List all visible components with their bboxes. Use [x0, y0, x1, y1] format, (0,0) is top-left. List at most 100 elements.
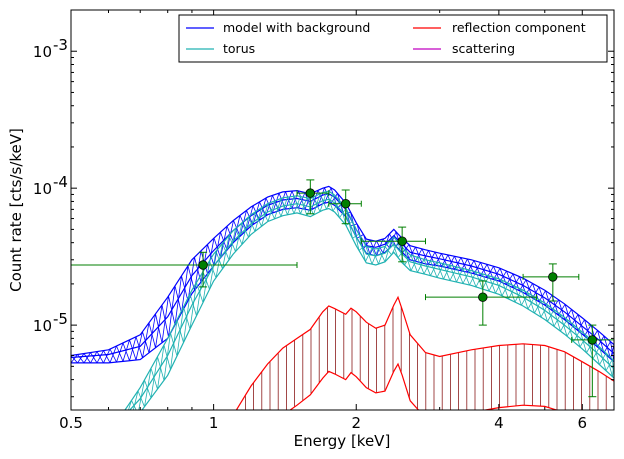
hatch-torus [534, 300, 542, 314]
data-point [198, 260, 208, 270]
legend-label-reflection: reflection component [452, 20, 586, 35]
hatch-torus [469, 271, 477, 286]
y-tick-label: 10 [33, 43, 52, 61]
data-point [305, 188, 316, 198]
band-reflection [235, 295, 614, 410]
hatch-torus [417, 259, 425, 273]
hatch-model [447, 256, 455, 269]
hatch-model [181, 265, 189, 313]
hatch-torus [176, 306, 184, 357]
x-tick-label: 6 [578, 414, 588, 432]
hatch-model [239, 210, 247, 237]
hatch-model [77, 353, 85, 364]
hatch-torus [456, 268, 464, 283]
hatch-model [96, 350, 104, 364]
hatch-torus [261, 203, 269, 227]
data-point [478, 292, 488, 302]
hatch-model [389, 231, 397, 249]
hatch-torus [514, 289, 522, 303]
hatch-torus [332, 200, 340, 212]
hatch-torus [228, 228, 236, 260]
hatch-torus [462, 270, 470, 284]
line-torus-mid [128, 198, 614, 410]
hatch-torus [495, 280, 503, 294]
y-tick-exponent: -3 [53, 36, 68, 54]
hatch-torus [235, 222, 243, 252]
hatch-torus [482, 275, 490, 290]
hatch-torus [267, 200, 275, 222]
hatch-model [83, 352, 91, 364]
plot-area [71, 179, 614, 410]
legend-box [178, 14, 608, 63]
hatch-model [103, 348, 111, 364]
hatch-torus [475, 273, 483, 288]
hatch-torus [248, 212, 256, 238]
hatch-torus [209, 251, 217, 290]
hatch-torus [326, 193, 334, 210]
legend-label-torus: torus [223, 41, 255, 56]
x-tick-label: 0.5 [59, 414, 83, 432]
line-model-upper [71, 185, 614, 357]
line-reflection-lower [289, 362, 559, 410]
line-torus-upper [124, 190, 614, 410]
hatch-model [168, 285, 176, 337]
y-tick-label: 10 [33, 180, 52, 198]
hatch-torus [170, 319, 178, 370]
hatch-torus [293, 196, 301, 214]
hatch-torus [391, 242, 399, 255]
hatch-model [233, 215, 241, 243]
data-point [587, 335, 598, 345]
hatch-torus [501, 283, 509, 296]
hatch-torus [521, 292, 529, 306]
y-tick-exponent: -4 [53, 173, 68, 191]
data-point [397, 236, 407, 246]
hatch-torus [222, 235, 230, 269]
hatch-model [246, 205, 254, 231]
x-tick-label: 1 [209, 414, 219, 432]
hatch-torus [410, 257, 418, 271]
hatch-torus [196, 271, 204, 316]
hatch-model [90, 351, 98, 364]
hatch-model [109, 348, 117, 363]
band-torus [124, 190, 614, 410]
hatch-torus [128, 400, 132, 410]
hatch-torus [540, 304, 548, 318]
hatch-torus [254, 207, 262, 232]
hatch-model [71, 354, 78, 364]
hatch-torus [202, 260, 210, 303]
hatch-torus [443, 265, 451, 280]
hatch-model [109, 345, 117, 363]
hatch-torus [488, 277, 496, 292]
hatch-torus [436, 263, 444, 278]
hatch-torus [423, 260, 431, 275]
x-axis-label: Energy [keV] [294, 432, 391, 450]
hatch-model [174, 275, 182, 325]
x-tick-label: 2 [351, 414, 361, 432]
y-tick-label: 10 [33, 317, 52, 335]
hatch-torus [430, 262, 438, 276]
line-torus-lower [141, 207, 614, 410]
hatch-torus [215, 243, 223, 278]
hatch-torus [319, 191, 327, 212]
hatch-model [122, 339, 130, 362]
data-point [341, 198, 351, 209]
legend-label-model: model with background [223, 20, 370, 35]
axis-ticks: 0.5 1 2 4 610-510-410-3 [33, 9, 615, 432]
hatch-torus [449, 266, 457, 281]
hatch-model [135, 331, 143, 361]
y-tick-exponent: -5 [53, 310, 68, 328]
y-axis-label: Count rate [cts/s/keV] [7, 128, 25, 292]
hatch-torus [313, 193, 321, 216]
hatch-torus [287, 196, 295, 215]
hatch-torus [378, 246, 386, 265]
hatch-torus [183, 294, 191, 343]
hatch-model [402, 244, 410, 253]
data-point [548, 272, 558, 282]
hatch-torus [274, 198, 282, 220]
x-tick-label: 4 [494, 414, 504, 432]
legend-label-scattering: scattering [452, 41, 515, 56]
hatch-model [226, 220, 234, 251]
hatch-torus [131, 400, 137, 410]
